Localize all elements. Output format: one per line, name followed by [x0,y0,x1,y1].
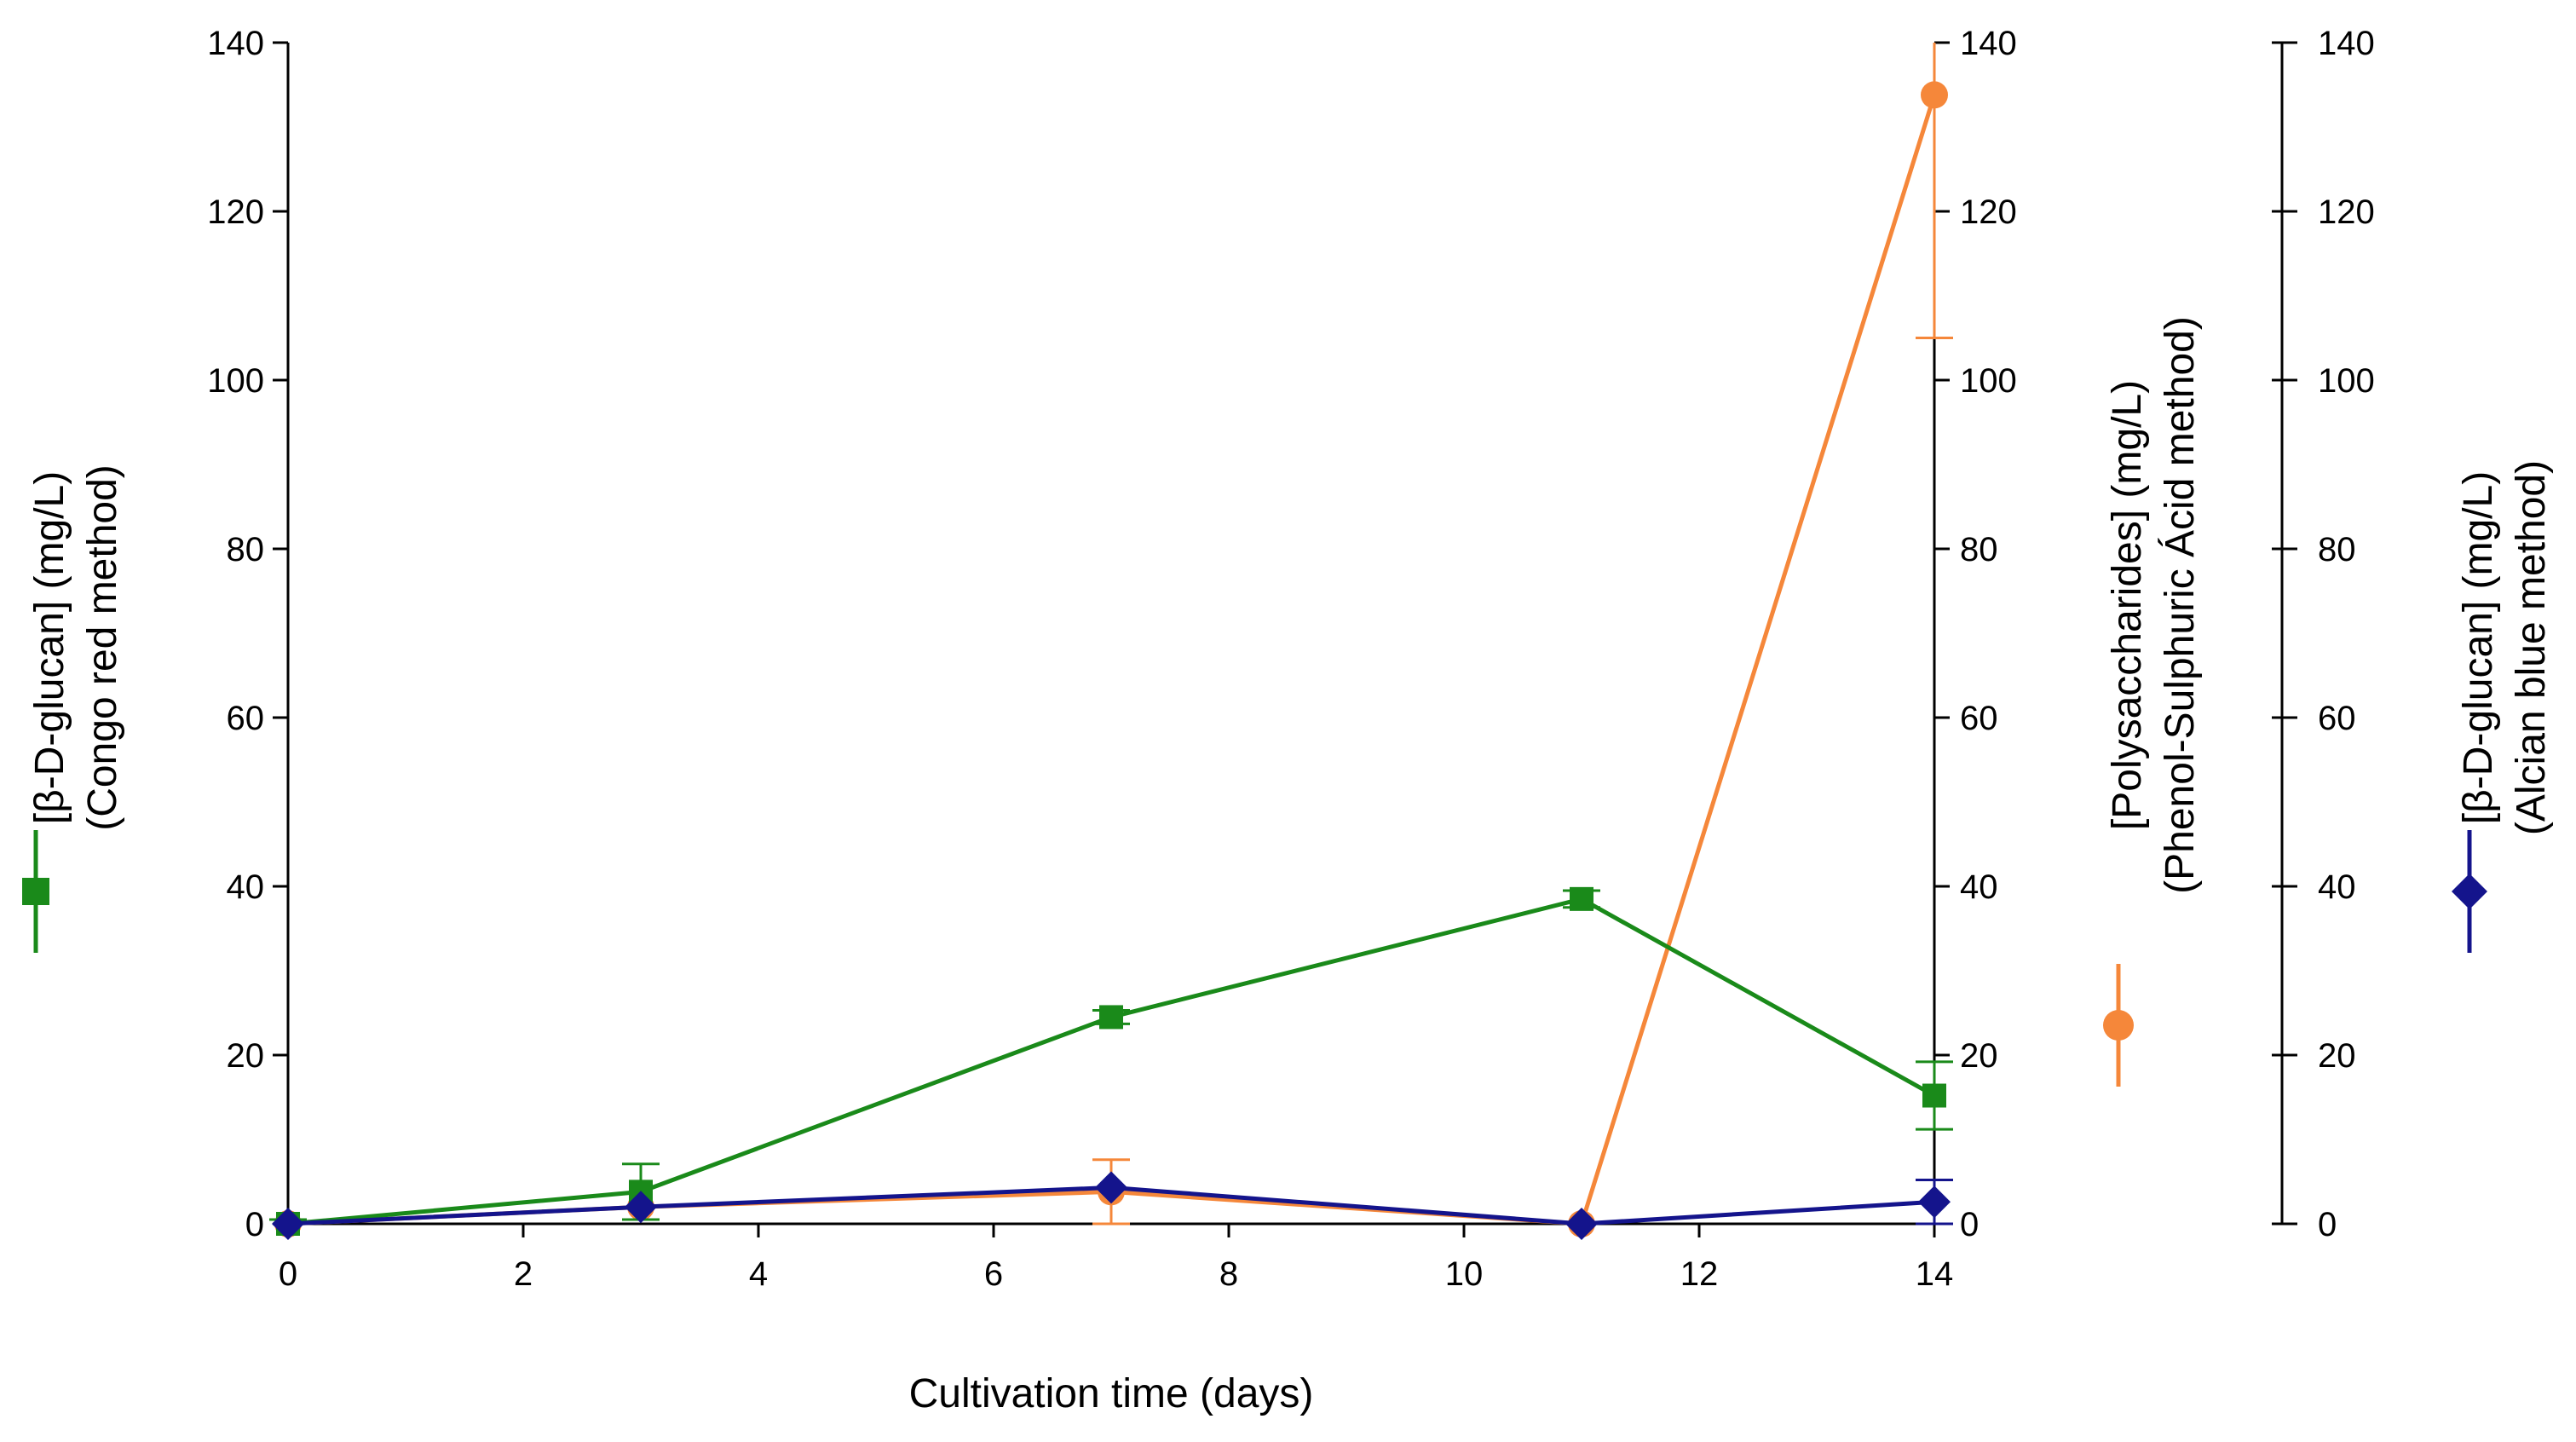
middle-axis-title-line2: (Phenol-Sulphuric Ácid method) [2158,316,2203,894]
x-axis-title: Cultivation time (days) [909,1371,1314,1416]
left-y-tick-label: 40 [227,868,265,906]
right-axis-title: [β-D-glucan] (mg/L) (Alcian blue method) [2456,460,2554,835]
right-y-tick-label: 0 [2318,1206,2337,1243]
right-y-tick-label: 80 [2318,531,2356,568]
data-point [1570,886,1593,911]
x-tick-label: 10 [1445,1255,1484,1293]
x-tick-label: 6 [984,1255,1003,1293]
legend-marker [2103,1010,2134,1041]
middle-y-tick-label: 100 [1960,362,2017,400]
middle-y-tick-label: 40 [1960,868,1998,906]
data-point [1099,1005,1123,1030]
left-y-tick-label: 100 [207,362,264,400]
data-point [272,1208,304,1240]
left-y-tick-label: 60 [227,700,265,737]
right-y-tick-label: 40 [2318,868,2356,906]
middle-axis-title: [Polysaccharides] (mg/L) (Phenol-Sulphur… [2105,316,2203,894]
data-point [1918,1185,1951,1219]
left-axis-title-line1: [β-D-glucan] (mg/L) [27,471,72,824]
x-tick-label: 12 [1680,1255,1719,1293]
middle-y-tick-label: 60 [1960,700,1998,737]
middle-y-tick-label: 80 [1960,531,1998,568]
series-1 [274,43,1953,1237]
left-y-tick-label: 140 [207,25,264,62]
data-point [625,1191,657,1224]
x-tick-label: 4 [749,1255,768,1293]
series-2 [272,1171,1953,1240]
middle-y-tick-label: 0 [1960,1206,1979,1243]
left-y-tick-label: 120 [207,193,264,231]
middle-y-tick-label: 20 [1960,1037,1998,1075]
left-axis-title: [β-D-glucan] (mg/L) (Congo red method) [27,464,125,831]
middle-y-tick-label: 140 [1960,25,2017,62]
right-y-tick-label: 120 [2318,193,2375,231]
middle-axis-title-line1: [Polysaccharides] (mg/L) [2105,380,2150,830]
legend-layer [22,830,2487,1087]
x-tick-label: 2 [514,1255,533,1293]
legend-marker [22,878,49,905]
data-point [1565,1208,1598,1240]
left-y-tick-label: 80 [227,531,265,568]
right-axis-title-line1: [β-D-glucan] (mg/L) [2456,471,2501,824]
data-point [1921,81,1948,109]
left-y-tick-label: 0 [245,1206,264,1243]
x-tick-label: 8 [1219,1255,1238,1293]
right-axis-title-line2: (Alcian blue method) [2509,460,2554,835]
right-y-tick-label: 60 [2318,700,2356,737]
right-y-tick-label: 20 [2318,1037,2356,1075]
x-tick-label: 0 [279,1255,297,1293]
right-y-tick-label: 140 [2318,25,2375,62]
left-axis-title-line2: (Congo red method) [80,464,125,831]
right-y-tick-label: 100 [2318,362,2375,400]
x-tick-label: 14 [1916,1255,1954,1293]
legend-marker [2452,874,2487,909]
data-point [1095,1171,1127,1204]
series-line [287,94,1937,1226]
series-layer [269,43,1953,1240]
middle-y-tick-label: 120 [1960,193,2017,231]
data-point [1922,1083,1946,1108]
left-y-tick-label: 20 [227,1037,265,1075]
